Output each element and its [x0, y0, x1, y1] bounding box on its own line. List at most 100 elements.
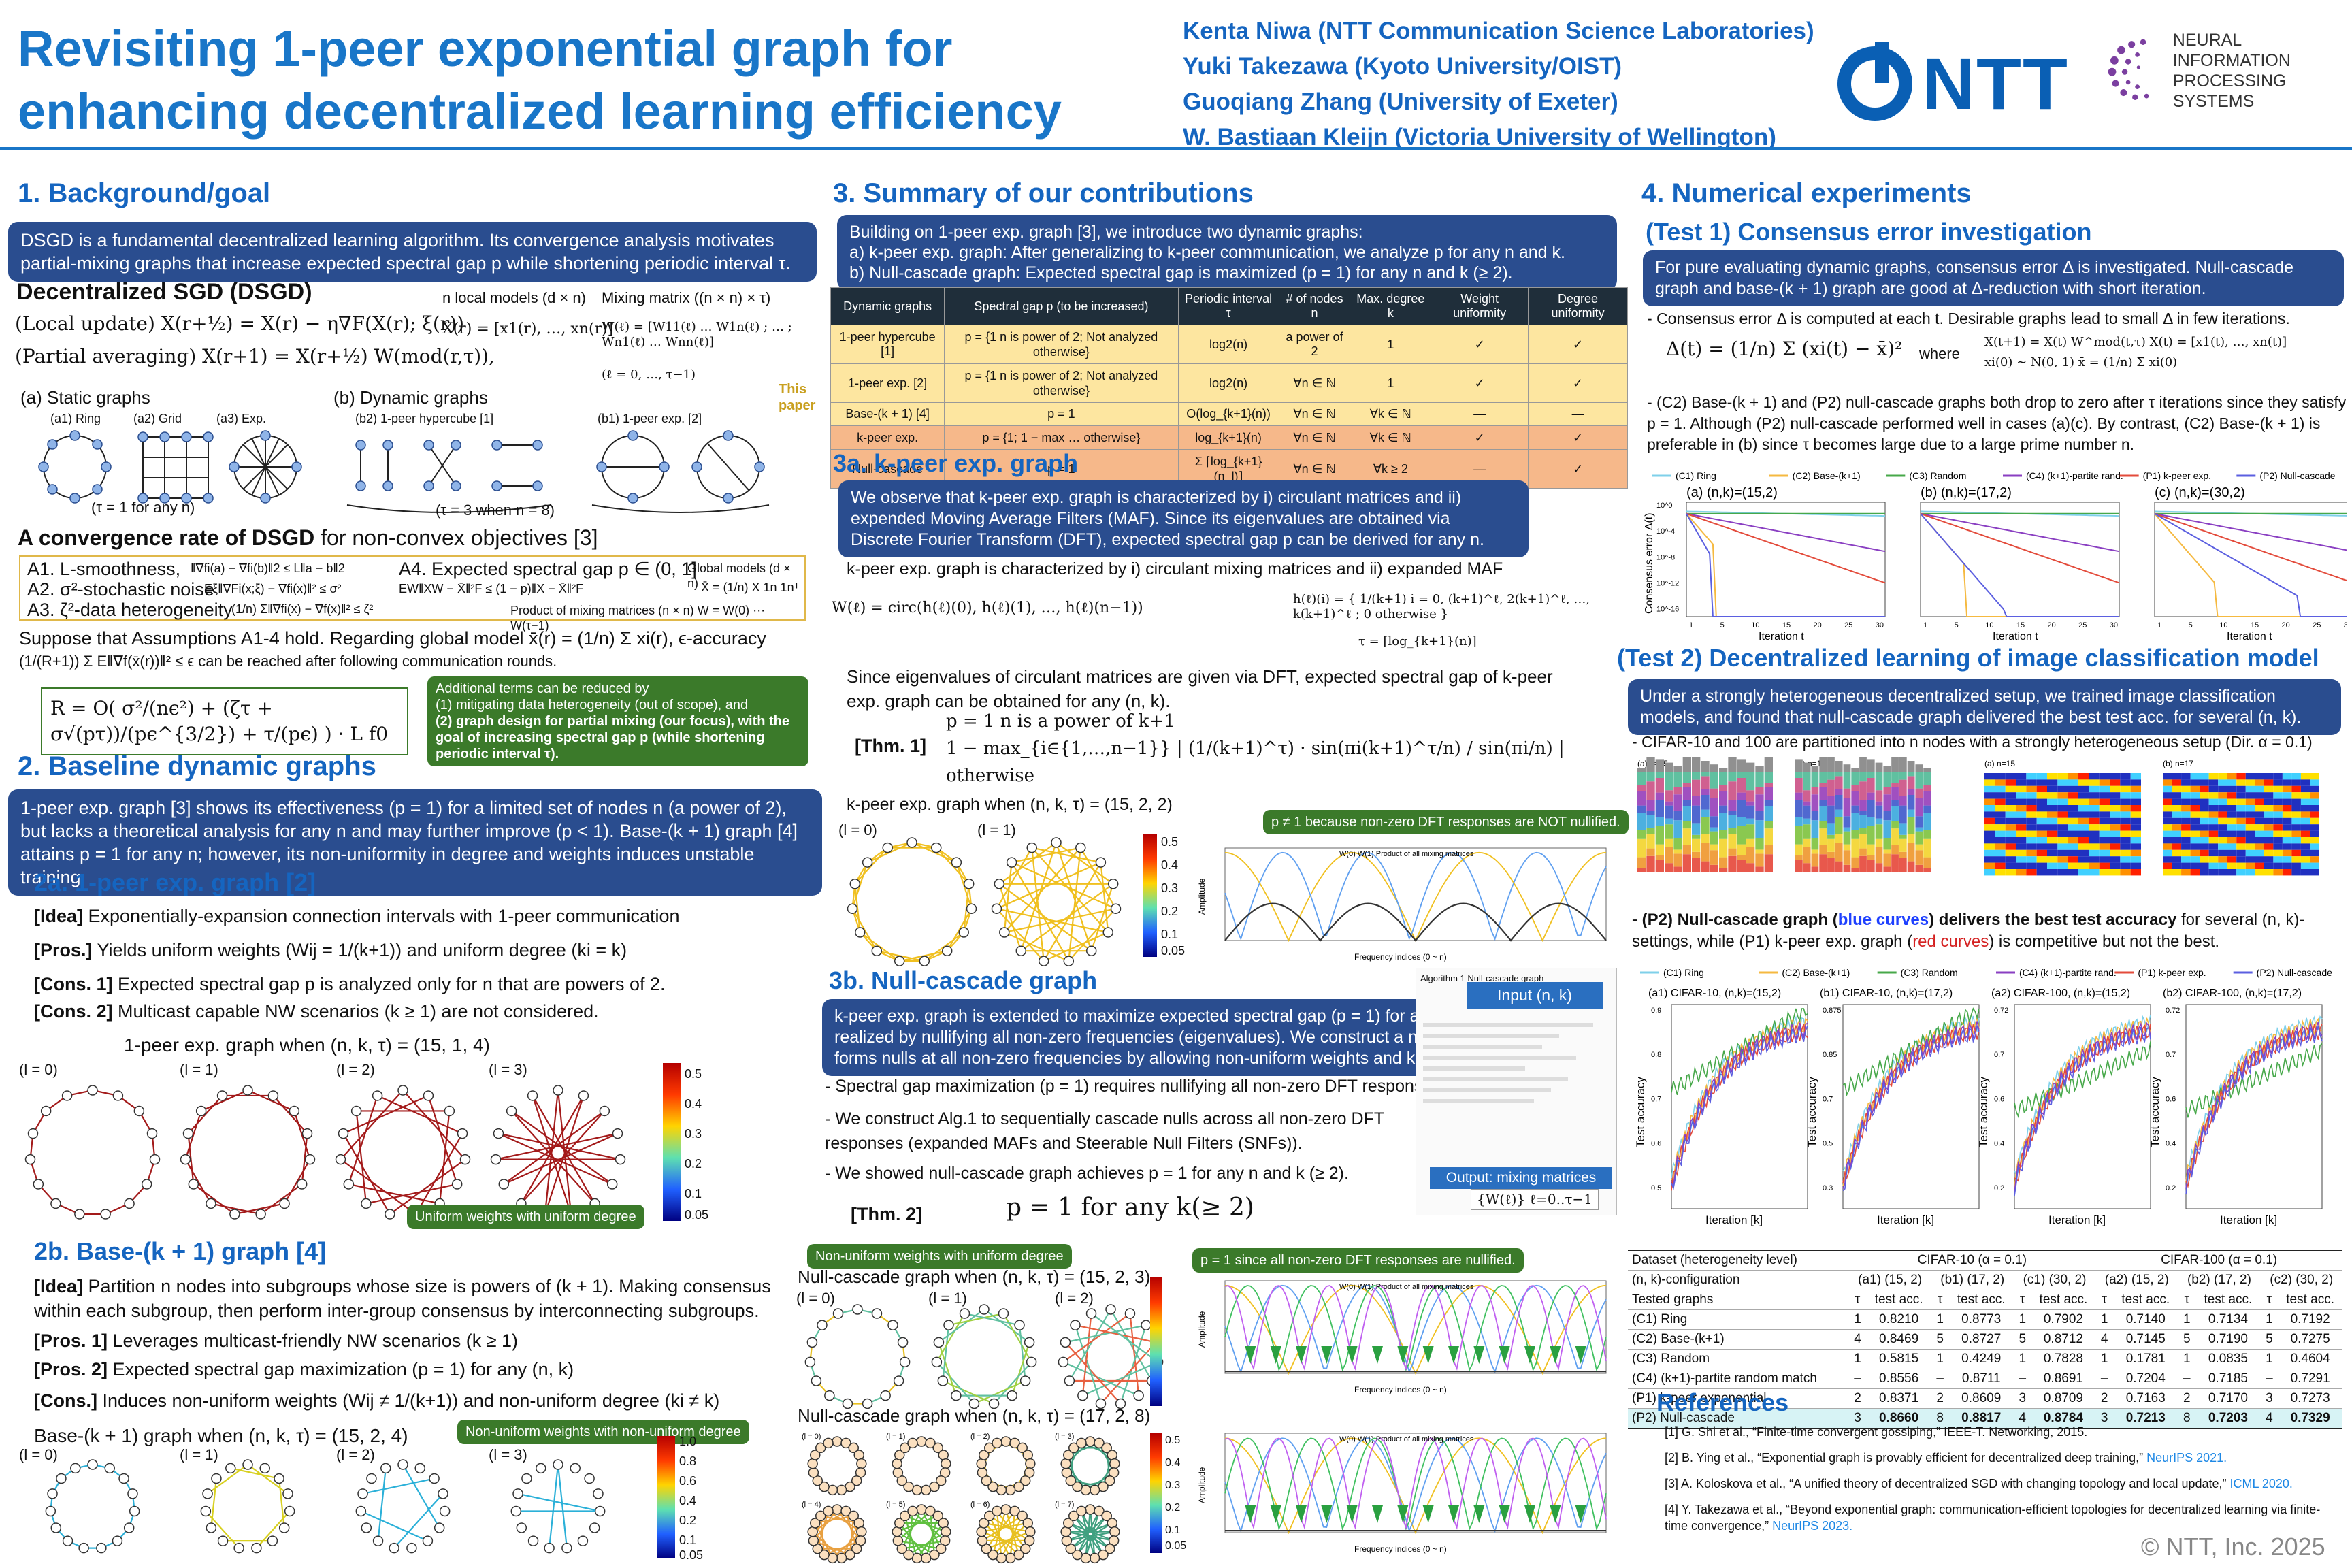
section-2a-heading: 2a. 1-peer exp. graph [2]	[34, 868, 316, 896]
plot-area	[1686, 502, 1886, 617]
graph-edge	[936, 1361, 975, 1405]
reference-3: [3] A. Koloskova et al., “A unified theo…	[1665, 1477, 2293, 1490]
distribution-bar	[1719, 838, 1728, 858]
heatmap-cell	[2078, 862, 2089, 869]
y-tick-label: 0.7	[1823, 1095, 1833, 1103]
graph-edge	[996, 1510, 1026, 1550]
heatmap-cell	[2036, 785, 2047, 793]
heatmap-cell	[2172, 849, 2182, 857]
table-cell: 0.8711	[1948, 1369, 2014, 1389]
heatmap-cell	[2036, 843, 2047, 850]
heatmap-cell	[2078, 798, 2089, 805]
amplitude-legend: W(0) W(1) Product of all mixing matrices	[1339, 1435, 1474, 1443]
graph-node	[836, 1484, 847, 1496]
heatmap-cell	[2026, 869, 2037, 876]
heatmap-cell	[2291, 817, 2301, 825]
y-tick-label: 10^-8	[1656, 553, 1675, 561]
distribution-bar	[1819, 757, 1827, 772]
heatmap-cell	[2300, 869, 2310, 876]
heatmap-cell	[2181, 811, 2191, 818]
distribution-bar	[1883, 766, 1891, 772]
heatmap-cell	[2273, 837, 2283, 844]
ring-label: (a1) Ring	[50, 412, 101, 425]
distribution-bar	[1835, 789, 1843, 795]
heatmap-cell	[2036, 792, 2047, 799]
graph-edge	[983, 1309, 1030, 1343]
distribution-bar	[1899, 834, 1907, 839]
x-tick-label: 5	[1720, 621, 1725, 630]
graph-edge	[973, 1379, 1026, 1405]
heatmap-cell	[2026, 798, 2037, 805]
distribution-bar	[1875, 762, 1883, 772]
distribution-bar	[1692, 838, 1701, 852]
graph-node	[1004, 1552, 1016, 1564]
distribution-bar	[1803, 847, 1811, 864]
distribution-bar	[1875, 818, 1883, 825]
table-cell: 8	[1931, 1408, 1949, 1429]
table-cell: 0.7163	[2113, 1388, 2178, 1409]
3b-fig1-l2: (l = 2)	[1055, 1290, 1094, 1307]
heatmap-cell	[2310, 856, 2319, 863]
distribution-bar	[1673, 838, 1682, 850]
distribution-bar	[1843, 772, 1851, 789]
graph-node	[804, 1356, 816, 1368]
distribution-bar	[1803, 863, 1811, 872]
graph-edge	[402, 1464, 440, 1529]
consensus-legend: (C1) Ring (C2) Base-(k+1) (C3) Random (C4) …	[1652, 470, 2336, 481]
column-header: Tested graphs	[1628, 1290, 1849, 1310]
graph-node	[853, 1450, 864, 1460]
distribution-bar	[1746, 790, 1755, 802]
legend-label: (C2) Base-(k+1)	[1782, 967, 1850, 978]
heatmap-cell	[2300, 785, 2310, 793]
distribution-bar	[1795, 759, 1803, 772]
distribution-bar	[1923, 838, 1931, 858]
null-arrow-icon	[1346, 1346, 1358, 1364]
heatmap-cell	[2273, 830, 2283, 837]
table-cell: 4	[2013, 1408, 2031, 1429]
graph-node	[118, 1473, 129, 1484]
legend-label: (C3) Random	[1909, 470, 1966, 481]
distribution-bar	[1891, 854, 1899, 872]
graph-edge	[377, 1468, 387, 1541]
heatmap-cell	[1984, 849, 1995, 857]
distribution-bar	[1851, 813, 1859, 830]
heatmap-cell	[2047, 824, 2058, 831]
null-arrow-icon	[1575, 1346, 1586, 1364]
heatmap-cell	[2026, 830, 2037, 837]
legend-label: (C1) Ring	[1663, 967, 1704, 978]
distribution-bar	[1819, 845, 1827, 855]
graph-edge	[1004, 931, 1069, 962]
heatmap-cell	[1995, 779, 2006, 786]
graph-node	[343, 1179, 355, 1190]
heatmap-cell	[2047, 773, 2058, 780]
distribution-bar	[1719, 868, 1728, 872]
distribution-bar	[1719, 785, 1728, 791]
graph-edge	[1068, 908, 1117, 962]
heatmap-cell	[2218, 773, 2227, 780]
heatmap-cell	[2300, 779, 2310, 786]
amplitude-series	[1224, 851, 1607, 941]
distribution-bar	[1923, 791, 1931, 806]
graph-node	[112, 1090, 124, 1101]
heatmap-cell	[2026, 824, 2037, 831]
heatmap-cell	[2057, 837, 2068, 844]
graph-node	[229, 1209, 240, 1220]
heatmap-cell	[2099, 817, 2110, 825]
static-graphs-label: (a) Static graphs	[20, 387, 150, 408]
thm-2-label: [Thm. 2]	[851, 1204, 922, 1224]
distribution-bar	[1859, 834, 1867, 849]
heatmap-cell	[2264, 849, 2274, 857]
graph-node	[70, 1463, 81, 1474]
heatmap-cell	[2120, 862, 2131, 869]
graph-node	[251, 1542, 262, 1554]
graph-node	[506, 1105, 517, 1117]
distribution-bar	[1710, 788, 1718, 798]
graph-node	[62, 1535, 74, 1546]
distribution-bar	[1907, 843, 1915, 862]
graph-edge	[996, 908, 1045, 962]
neurips-spiral-icon	[2108, 39, 2149, 101]
distribution-bar	[1811, 866, 1819, 872]
heatmap-cell	[2190, 798, 2200, 805]
null-arrow-icon	[1397, 1346, 1409, 1364]
